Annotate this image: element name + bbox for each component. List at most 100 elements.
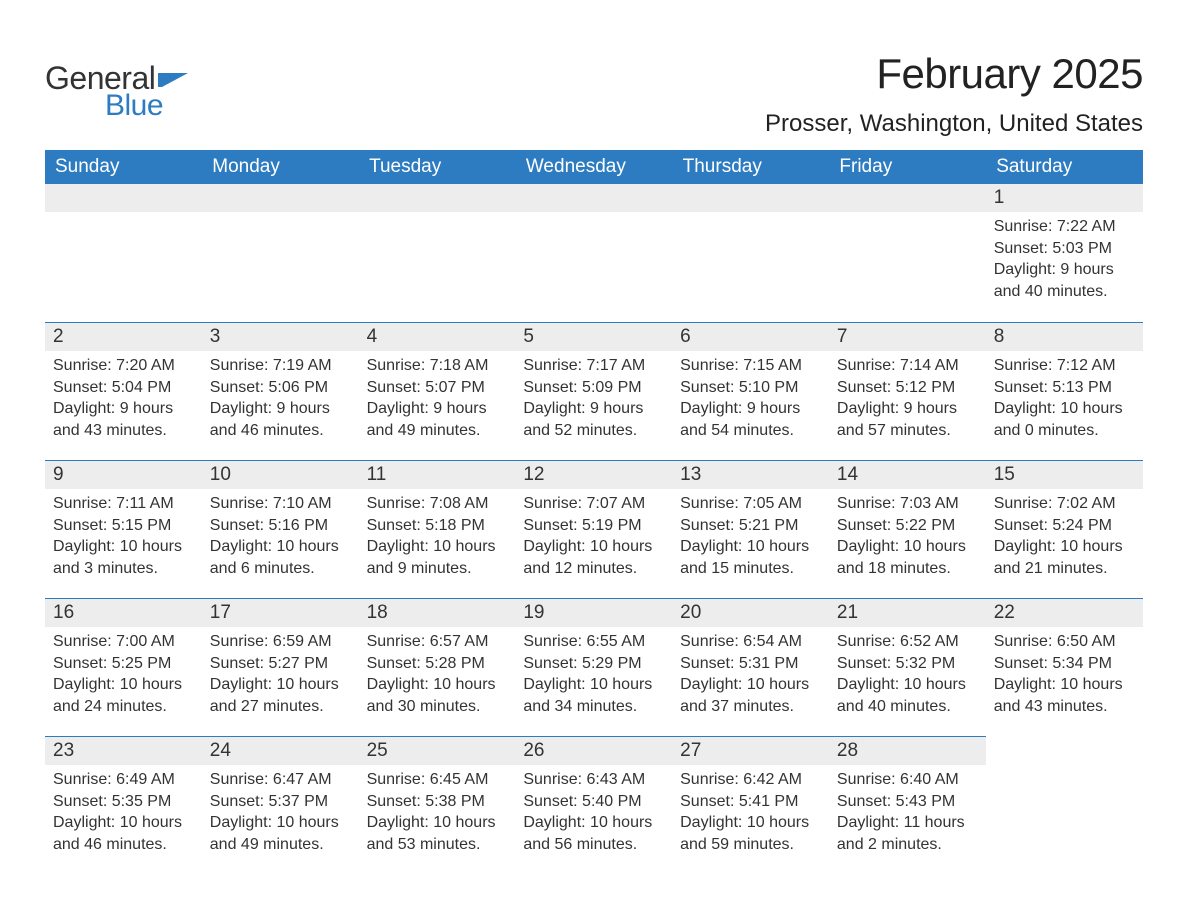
empty-daynum-bar xyxy=(672,184,829,212)
day-number: 7 xyxy=(829,322,986,351)
daylight-text: Daylight: 9 hours and 54 minutes. xyxy=(680,398,821,441)
day-cell: 14Sunrise: 7:03 AMSunset: 5:22 PMDayligh… xyxy=(829,460,986,598)
calendar-body: 1Sunrise: 7:22 AMSunset: 5:03 PMDaylight… xyxy=(45,184,1143,874)
sunset-text: Sunset: 5:12 PM xyxy=(837,377,978,399)
dayheader-mon: Monday xyxy=(202,150,359,184)
week-row: 16Sunrise: 7:00 AMSunset: 5:25 PMDayligh… xyxy=(45,598,1143,736)
title-block: February 2025 Prosser, Washington, Unite… xyxy=(765,50,1143,146)
day-body: Sunrise: 6:45 AMSunset: 5:38 PMDaylight:… xyxy=(359,765,516,859)
sunrise-text: Sunrise: 7:00 AM xyxy=(53,631,194,653)
dayheader-wed: Wednesday xyxy=(515,150,672,184)
day-body: Sunrise: 7:17 AMSunset: 5:09 PMDaylight:… xyxy=(515,351,672,445)
sunset-text: Sunset: 5:28 PM xyxy=(367,653,508,675)
day-body: Sunrise: 6:59 AMSunset: 5:27 PMDaylight:… xyxy=(202,627,359,721)
daylight-text: Daylight: 10 hours and 0 minutes. xyxy=(994,398,1135,441)
empty-daynum-bar xyxy=(202,184,359,212)
day-cell: 26 Sunrise: 6:43 AMSunset: 5:40 PMDayligh… xyxy=(515,736,672,874)
day-number: 10 xyxy=(202,460,359,489)
sunset-text: Sunset: 5:18 PM xyxy=(367,515,508,537)
sunrise-text: Sunrise: 6:45 AM xyxy=(367,769,508,791)
sunrise-text: Sunrise: 7:17 AM xyxy=(523,355,664,377)
day-body: Sunrise: 6:52 AMSunset: 5:32 PMDaylight:… xyxy=(829,627,986,721)
day-cell: 25Sunrise: 6:45 AMSunset: 5:38 PMDayligh… xyxy=(359,736,516,874)
sunset-text: Sunset: 5:34 PM xyxy=(994,653,1135,675)
day-cell: 1Sunrise: 7:22 AMSunset: 5:03 PMDaylight… xyxy=(986,184,1143,322)
day-cell: 7Sunrise: 7:14 AMSunset: 5:12 PMDaylight… xyxy=(829,322,986,460)
day-number: 22 xyxy=(986,598,1143,627)
sunset-text: Sunset: 5:13 PM xyxy=(994,377,1135,399)
daylight-text: Daylight: 10 hours and 34 minutes. xyxy=(523,674,664,717)
day-body: Sunrise: 7:11 AMSunset: 5:15 PMDaylight:… xyxy=(45,489,202,583)
dayheader-sat: Saturday xyxy=(986,150,1143,184)
sunrise-text: Sunrise: 6:52 AM xyxy=(837,631,978,653)
day-cell: 24Sunrise: 6:47 AMSunset: 5:37 PMDayligh… xyxy=(202,736,359,874)
sunrise-text: Sunrise: 6:55 AM xyxy=(523,631,664,653)
sunset-text: Sunset: 5:31 PM xyxy=(680,653,821,675)
day-cell: 19Sunrise: 6:55 AMSunset: 5:29 PMDayligh… xyxy=(515,598,672,736)
day-cell: 21Sunrise: 6:52 AMSunset: 5:32 PMDayligh… xyxy=(829,598,986,736)
day-number: 15 xyxy=(986,460,1143,489)
day-number: 3 xyxy=(202,322,359,351)
day-body: Sunrise: 6:40 AMSunset: 5:43 PMDaylight:… xyxy=(829,765,986,859)
daylight-text: Daylight: 9 hours and 46 minutes. xyxy=(210,398,351,441)
day-number: 26 xyxy=(515,736,672,765)
day-body: Sunrise: 7:05 AMSunset: 5:21 PMDaylight:… xyxy=(672,489,829,583)
day-body: Sunrise: 6:54 AMSunset: 5:31 PMDaylight:… xyxy=(672,627,829,721)
daylight-text: Daylight: 9 hours and 40 minutes. xyxy=(994,259,1135,302)
day-cell: 28Sunrise: 6:40 AMSunset: 5:43 PMDayligh… xyxy=(829,736,986,874)
logo-block: General Blue xyxy=(45,50,192,123)
day-number: 21 xyxy=(829,598,986,627)
empty-daynum-bar xyxy=(515,184,672,212)
day-body: Sunrise: 7:19 AMSunset: 5:06 PMDaylight:… xyxy=(202,351,359,445)
day-number: 25 xyxy=(359,736,516,765)
sunset-text: Sunset: 5:16 PM xyxy=(210,515,351,537)
logo-text-blue: Blue xyxy=(105,89,192,123)
sunrise-text: Sunrise: 7:05 AM xyxy=(680,493,821,515)
calendar-head: Sunday Monday Tuesday Wednesday Thursday… xyxy=(45,150,1143,184)
day-number: 18 xyxy=(359,598,516,627)
daylight-text: Daylight: 10 hours and 9 minutes. xyxy=(367,536,508,579)
location-text: Prosser, Washington, United States xyxy=(765,110,1143,138)
sunset-text: Sunset: 5:15 PM xyxy=(53,515,194,537)
sunset-text: Sunset: 5:35 PM xyxy=(53,791,194,813)
empty-cell xyxy=(202,184,359,322)
day-number: 27 xyxy=(672,736,829,765)
empty-cell xyxy=(672,184,829,322)
sunset-text: Sunset: 5:22 PM xyxy=(837,515,978,537)
day-body: Sunrise: 6:57 AMSunset: 5:28 PMDaylight:… xyxy=(359,627,516,721)
day-cell: 23Sunrise: 6:49 AMSunset: 5:35 PMDayligh… xyxy=(45,736,202,874)
sunrise-text: Sunrise: 6:49 AM xyxy=(53,769,194,791)
sunrise-text: Sunrise: 6:40 AM xyxy=(837,769,978,791)
daylight-text: Daylight: 10 hours and 56 minutes. xyxy=(523,812,664,855)
daylight-text: Daylight: 11 hours and 2 minutes. xyxy=(837,812,978,855)
sunrise-text: Sunrise: 7:07 AM xyxy=(523,493,664,515)
sunrise-text: Sunrise: 6:43 AM xyxy=(523,769,664,791)
daylight-text: Daylight: 10 hours and 30 minutes. xyxy=(367,674,508,717)
dayheader-sun: Sunday xyxy=(45,150,202,184)
day-cell: 3Sunrise: 7:19 AMSunset: 5:06 PMDaylight… xyxy=(202,322,359,460)
empty-daynum-bar xyxy=(359,184,516,212)
day-cell: 8Sunrise: 7:12 AMSunset: 5:13 PMDaylight… xyxy=(986,322,1143,460)
calendar-table: Sunday Monday Tuesday Wednesday Thursday… xyxy=(45,150,1143,874)
sunset-text: Sunset: 5:40 PM xyxy=(523,791,664,813)
week-row: 9Sunrise: 7:11 AMSunset: 5:15 PMDaylight… xyxy=(45,460,1143,598)
sunset-text: Sunset: 5:37 PM xyxy=(210,791,351,813)
daylight-text: Daylight: 10 hours and 15 minutes. xyxy=(680,536,821,579)
sunset-text: Sunset: 5:32 PM xyxy=(837,653,978,675)
sunset-text: Sunset: 5:19 PM xyxy=(523,515,664,537)
daylight-text: Daylight: 10 hours and 21 minutes. xyxy=(994,536,1135,579)
sunrise-text: Sunrise: 6:42 AM xyxy=(680,769,821,791)
empty-cell xyxy=(986,736,1143,874)
sunrise-text: Sunrise: 7:11 AM xyxy=(53,493,194,515)
sunrise-text: Sunrise: 7:12 AM xyxy=(994,355,1135,377)
day-body: Sunrise: 7:14 AMSunset: 5:12 PMDaylight:… xyxy=(829,351,986,445)
sunset-text: Sunset: 5:41 PM xyxy=(680,791,821,813)
sunset-text: Sunset: 5:21 PM xyxy=(680,515,821,537)
daylight-text: Daylight: 10 hours and 27 minutes. xyxy=(210,674,351,717)
sunset-text: Sunset: 5:10 PM xyxy=(680,377,821,399)
flag-icon xyxy=(158,65,192,92)
day-number: 12 xyxy=(515,460,672,489)
week-row: 2Sunrise: 7:20 AMSunset: 5:04 PMDaylight… xyxy=(45,322,1143,460)
daylight-text: Daylight: 10 hours and 3 minutes. xyxy=(53,536,194,579)
day-number: 23 xyxy=(45,736,202,765)
